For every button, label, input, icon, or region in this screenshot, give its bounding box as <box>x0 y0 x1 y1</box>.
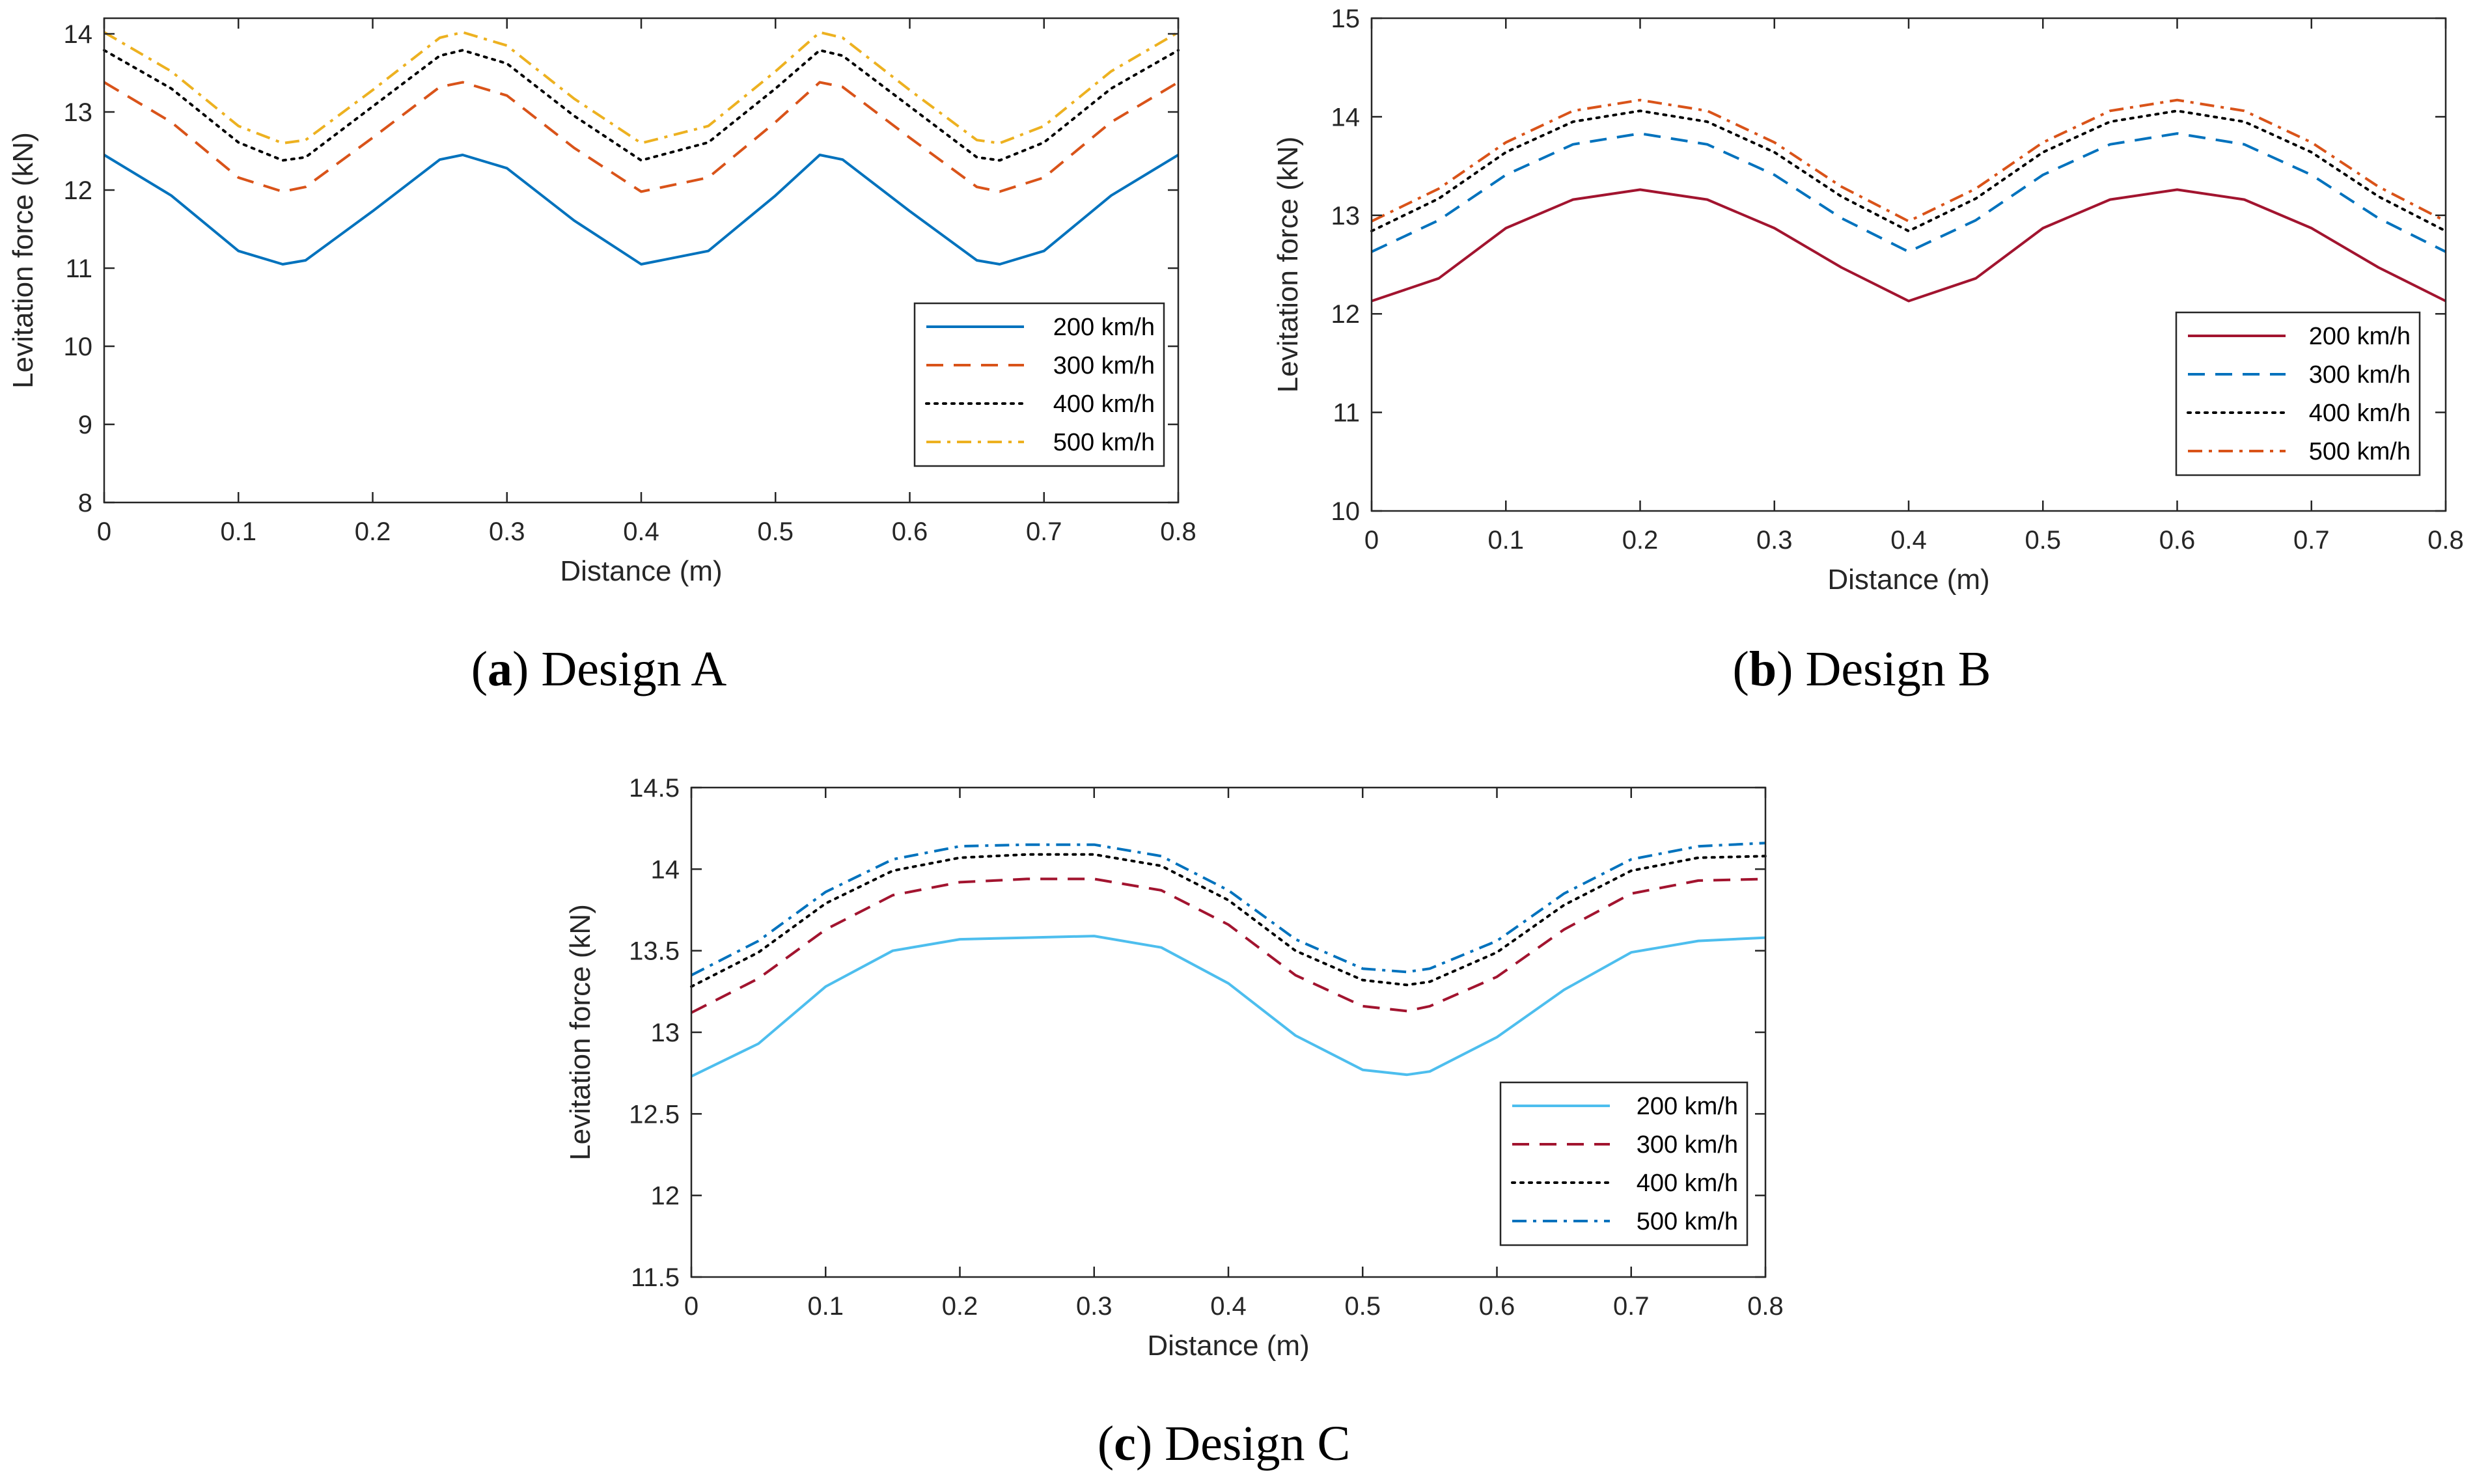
x-tick-label: 0.5 <box>757 517 794 546</box>
x-tick-label: 0.1 <box>220 517 256 546</box>
series-line-500-km-h <box>1371 98 2446 223</box>
y-tick-label: 12.5 <box>629 1100 680 1129</box>
x-tick-label: 0.8 <box>2427 526 2464 555</box>
x-tick-label: 0.2 <box>942 1292 978 1321</box>
y-tick-label: 12 <box>1331 300 1361 329</box>
series-line-400-km-h <box>1370 109 2447 232</box>
y-tick-label: 11.5 <box>631 1263 680 1292</box>
y-tick-label: 14 <box>1331 103 1361 131</box>
legend-label: 500 km/h <box>1053 429 1155 456</box>
legend-box <box>913 302 1165 467</box>
legend-label: 500 km/h <box>1637 1208 1738 1235</box>
x-tick-label: 0.8 <box>1747 1292 1784 1321</box>
caption-text: Design C <box>1165 1416 1351 1471</box>
legend-label: 400 km/h <box>1637 1170 1738 1197</box>
caption-text: Design A <box>541 642 727 696</box>
x-tick-label: 0.7 <box>1613 1292 1650 1321</box>
x-tick-label: 0.6 <box>1479 1292 1515 1321</box>
legend-box <box>1499 1081 1749 1246</box>
x-tick-label: 0.6 <box>892 517 928 546</box>
series-line-300-km-h <box>103 81 1180 193</box>
legend-label: 400 km/h <box>2309 400 2411 427</box>
chart-panel-design-c: 0 0.1 0.2 0.3 0.4 0.5 0.6 0.7 0.8 11.5 12 12.5 13 13.… <box>564 774 1784 1362</box>
y-tick-label: 14 <box>64 20 93 49</box>
legend-label: 200 km/h <box>2309 323 2411 350</box>
y-tick-label: 15 <box>1331 5 1361 33</box>
legend-label: 500 km/h <box>2309 438 2411 465</box>
x-tick-label: 0.1 <box>1487 526 1524 555</box>
y-tick-label: 13 <box>64 98 93 127</box>
y-axis-label: Levitation force (kN) <box>7 132 39 389</box>
y-axis-label: Levitation force (kN) <box>564 904 596 1161</box>
y-tick-label: 12 <box>64 176 93 205</box>
chart-panel-design-a: 0 0.1 0.2 0.3 0.4 0.5 0.6 0.7 0.8 8 9 10 11 12 13 14 Dis… <box>7 17 1196 587</box>
caption-letter: c <box>1114 1416 1136 1471</box>
chart-panel-design-b: 0 0.1 0.2 0.3 0.4 0.5 0.6 0.7 0.8 10 11 12 13 14 15 Dis… <box>1272 5 2464 596</box>
x-tick-label: 0.6 <box>2159 526 2196 555</box>
x-tick-label: 0.8 <box>1160 517 1196 546</box>
x-tick-label: 0 <box>97 517 111 546</box>
x-tick-label: 0.4 <box>1890 526 1927 555</box>
caption-text: Design B <box>1805 642 1991 696</box>
x-tick-label: 0.4 <box>623 517 659 546</box>
x-tick-label: 0 <box>1364 526 1379 555</box>
y-tick-label: 13.5 <box>629 937 680 966</box>
legend-label: 300 km/h <box>1053 352 1155 379</box>
series-line-200-km-h <box>691 935 1766 1078</box>
x-tick-label: 0.4 <box>1210 1292 1247 1321</box>
caption-letter: a <box>488 642 512 696</box>
x-tick-label: 0.3 <box>489 517 525 546</box>
x-tick-label: 0.1 <box>807 1292 844 1321</box>
legend-label: 400 km/h <box>1053 391 1155 418</box>
legend-label: 300 km/h <box>1637 1131 1738 1159</box>
legend-label: 200 km/h <box>1637 1093 1738 1120</box>
series-line-400-km-h <box>103 49 1180 162</box>
x-axis-label: Distance (m) <box>1147 1330 1309 1362</box>
series-line-400-km-h <box>690 853 1767 988</box>
y-tick-label: 9 <box>78 411 92 439</box>
caption-letter: b <box>1749 642 1777 696</box>
x-tick-label: 0.7 <box>1026 517 1062 546</box>
y-tick-label: 14.5 <box>629 774 680 803</box>
series-line-300-km-h <box>1371 132 2446 253</box>
y-tick-label: 12 <box>651 1182 680 1211</box>
y-tick-label: 13 <box>1331 202 1361 230</box>
series-line-500-km-h <box>103 31 1180 144</box>
y-axis-label: Levitation force (kN) <box>1272 137 1304 393</box>
x-tick-label: 0.2 <box>355 517 391 546</box>
legend-label: 300 km/h <box>2309 361 2411 389</box>
y-tick-label: 10 <box>64 333 93 361</box>
series-line-300-km-h <box>691 877 1766 1014</box>
series-line-500-km-h <box>691 842 1766 977</box>
caption-design-a: (a) Design A <box>471 642 727 696</box>
x-axis-label: Distance (m) <box>1827 564 1989 596</box>
y-tick-label: 13 <box>651 1019 680 1047</box>
y-tick-label: 11 <box>1333 399 1360 428</box>
x-axis-label: Distance (m) <box>560 555 722 587</box>
y-tick-label: 8 <box>78 489 92 517</box>
x-tick-label: 0.7 <box>2293 526 2330 555</box>
x-tick-label: 0.3 <box>1076 1292 1113 1321</box>
legend-box <box>2175 311 2421 476</box>
series-line-200-km-h <box>103 154 1180 266</box>
caption-design-b: (b) Design B <box>1732 642 1991 696</box>
x-tick-label: 0.2 <box>1622 526 1659 555</box>
x-tick-label: 0.5 <box>1344 1292 1381 1321</box>
caption-design-c: (c) Design C <box>1097 1416 1351 1471</box>
y-tick-label: 10 <box>1331 497 1361 526</box>
series-line-200-km-h <box>1371 188 2446 303</box>
x-tick-label: 0.3 <box>1756 526 1793 555</box>
y-tick-label: 11 <box>65 254 92 283</box>
x-tick-label: 0 <box>684 1292 698 1321</box>
x-tick-label: 0.5 <box>2025 526 2061 555</box>
legend-label: 200 km/h <box>1053 314 1155 341</box>
y-tick-label: 14 <box>651 855 680 884</box>
